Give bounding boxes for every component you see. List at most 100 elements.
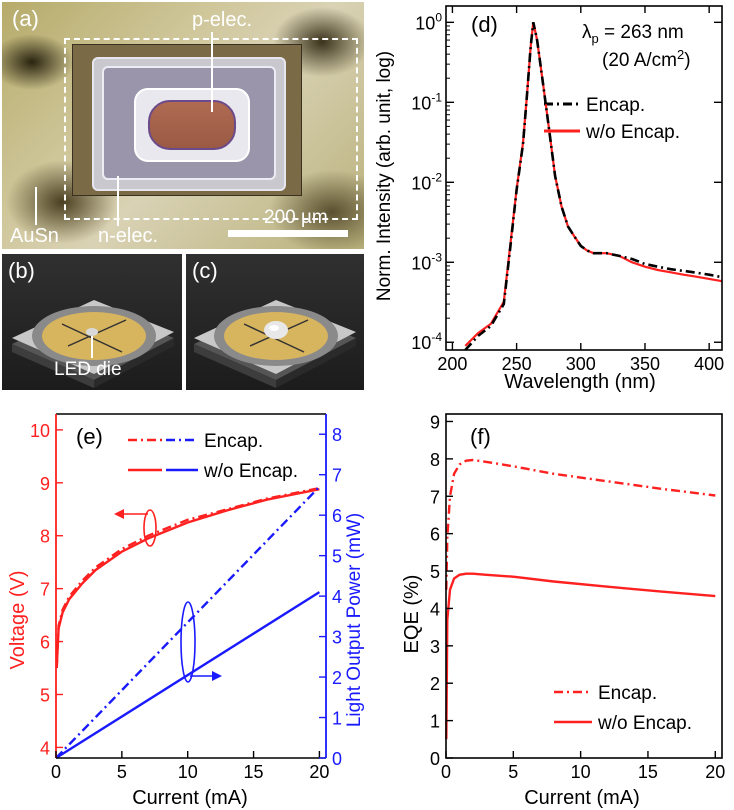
chart-f-ytick-label: 4 [430,599,440,619]
chart-f-ytick-label: 5 [430,562,440,582]
power-loop-icon [180,601,196,683]
power-arrowhead-icon [212,671,222,681]
chart-e-ytick-label-left: 9 [40,474,50,494]
chart-f-frame [445,413,723,759]
chart-e-xtick-label: 15 [244,762,264,782]
chart-d-annotation-2: (20 A/cm2) [602,47,691,71]
chart-e-ytick-label-left: 7 [40,580,50,600]
chart-d-plot-area: 200 250 300 350 400 10-4 10-3 10-2 10-1 100 [411,5,724,374]
chart-e-ytick-label-right: 6 [332,506,342,526]
n-elec-pointer [117,176,119,226]
chart-f-ytick-label: 3 [430,637,440,657]
chart-e-ytick-label-right: 0 [332,749,342,769]
chart-e-xtick-label: 5 [117,762,127,782]
chart-e-xtick-label: 0 [51,762,61,782]
chart-e-ytick-label-right: 4 [332,587,342,607]
package-b-drawing [12,300,174,388]
chart-d-ytick-label: 10-4 [411,330,442,353]
chart-f-xtick-label: 10 [571,762,591,782]
chart-d-series-0 [464,22,723,351]
chart-d-panel-label: (d) [471,12,498,37]
scale-bar [228,230,348,237]
chart-e-legend-label: Encap. [204,431,263,452]
chart-e-ylabel-right: Light Output Power (mW) [344,513,365,727]
panel-c-photo: (c) [186,254,364,390]
chart-e-ytick-label-left: 4 [40,738,50,758]
panel-label-a: (a) [12,6,39,31]
chart-f-ylabel: EQE (%) [401,575,423,654]
chart-e-ytick-label-right: 8 [332,425,342,445]
chart-d-peak-value: = 263 nm [599,22,684,43]
chart-d-ytick-label: 100 [415,10,442,33]
chart-d-xtick-label: 400 [694,354,724,374]
chart-d-current-density: (20 A/cm [602,50,677,71]
voltage-arrowhead-icon [114,509,124,519]
chart-e-ytick-label-left: 5 [40,685,50,705]
chart-e-xlabel: Current (mA) [132,787,248,809]
package-c-drawing [194,300,356,388]
chart-d-ytick-label: 10-3 [411,250,442,273]
p-elec-label: p-elec. [192,9,253,31]
voltage-loop-icon [143,509,157,547]
chart-f-ytick-label: 0 [430,749,440,769]
chart-f-panel-label: (f) [470,424,491,449]
chart-e-arrow-annotations [114,509,222,683]
chart-f-legend-label: Encap. [598,683,657,704]
led-die-pointer [91,336,93,358]
ausn-label: AuSn [10,225,59,247]
led-die-label: LED die [54,359,122,380]
chart-e-series-2 [55,485,321,759]
chart-d-ytick-label: 10-2 [411,170,442,193]
chart-d-xtick-label: 250 [502,354,532,374]
chart-e-series-0 [55,486,320,669]
chart-d-lambda: λ [582,22,592,43]
scale-bar-label: 200 µm [264,207,328,228]
chart-f-eqe: (f) Encap.w/o Encap. 0 5 10 15 200123456789 … [401,412,725,809]
chart-d-ytick-label: 10-1 [411,90,442,113]
chart-d-ylabel: Norm. Intensity (arb. unit, log) [374,51,395,301]
chart-f-ytick-label: 6 [430,525,440,545]
chart-d-current-density-close: ) [684,50,690,71]
chart-d-xtick-label: 300 [566,354,596,374]
panel-b-photo: (b) LED die [2,254,182,390]
chart-d-legend-label: Encap. [586,95,645,116]
panel-a-photo: (a) p-elec. n-elec. AuSn 200 µm [2,2,364,249]
chart-f-ytick-label: 1 [430,712,440,732]
chart-f-ytick-label: 8 [430,450,440,470]
ausn-pointer [35,187,37,225]
chart-f-xlabel: Current (mA) [524,787,640,809]
chart-f-xtick-label: 5 [508,762,518,782]
n-elec-label: n-elec. [98,225,159,247]
chart-e-ylabel-left: Voltage (V) [7,571,29,670]
chart-d-legend: Encap. w/o Encap. [544,95,680,143]
chart-f-ytick-label: 9 [430,412,440,432]
chart-e-ytick-label-left: 10 [30,421,50,441]
chart-f-legend-label: w/o Encap. [597,713,692,734]
chart-f-plot-area: 0 5 10 15 20 0 1 2 3 4 5 6 7 8 9 [430,412,725,782]
p-electrode [148,100,236,150]
chart-e-ytick-label-right: 1 [332,709,342,729]
chart-e-ytick-label-right: 2 [332,668,342,688]
chart-d-xlabel: Wavelength (nm) [504,371,656,393]
chart-e-vi-lop: (e) Encap. w/o Encap. 0 5 10 15 20 4 5 6 7 8 9 10 0 1 2… [7,413,365,809]
chart-d-legend-label: w/o Encap. [585,122,680,143]
chart-f-xtick-label: 20 [705,762,725,782]
chart-d-current-density-sup: 2 [677,47,684,62]
chart-f-xtick-label: 15 [638,762,658,782]
chart-e-xtick-label: 10 [178,762,198,782]
chart-d-lambda-sub: p [592,31,599,46]
p-elec-pointer [211,32,213,112]
chart-f-ytick-label: 2 [430,674,440,694]
chart-e-series-1 [55,488,320,669]
chart-d-annotation-1: λp = 263 nm [582,22,684,46]
chart-e-ytick-label-left: 6 [40,633,50,653]
chart-e-legend-label: w/o Encap. [203,461,298,482]
chart-d-xtick-label: 200 [437,354,467,374]
chart-d-xtick-label: 350 [630,354,660,374]
chart-f-xtick-label: 0 [441,762,451,782]
chart-e-ytick-label-right: 3 [332,628,342,648]
chart-f-legend: Encap. w/o Encap. [554,683,692,734]
chart-e-ytick-label-left: 8 [40,527,50,547]
chart-e-ytick-label-right: 5 [332,547,342,567]
chart-f-series-0 [445,458,716,590]
